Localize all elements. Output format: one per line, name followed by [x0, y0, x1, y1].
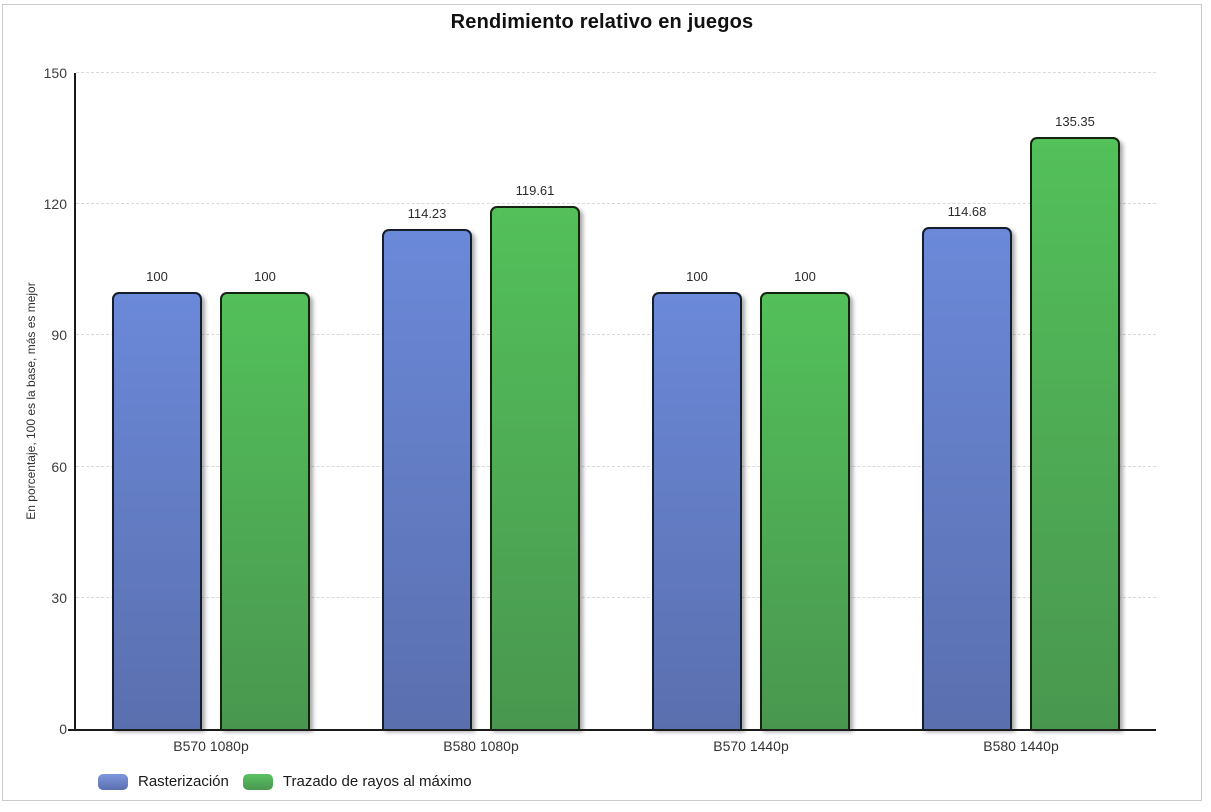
gridline: [76, 203, 1156, 205]
x-axis-line: [68, 729, 1156, 731]
bar-value-label: 100: [794, 268, 816, 284]
legend-swatch: [98, 773, 128, 790]
bar-trazado-de-rayos-al-máximo-b570-1440p: [760, 291, 850, 729]
gridline: [76, 465, 1156, 467]
gridline: [76, 596, 1156, 598]
bar-value-label: 119.61: [515, 182, 555, 198]
y-tick-label: 0: [59, 721, 67, 737]
chart-title: Rendimiento relativo en juegos: [450, 11, 754, 33]
bar-trazado-de-rayos-al-máximo-b580-1080p: [490, 205, 580, 729]
bar-rasterización-b570-1440p: [652, 291, 742, 729]
bar-value-label: 114.68: [947, 204, 987, 220]
y-tick-label: 30: [51, 589, 67, 606]
x-axis-labels: B570 1080p B580 1080p B570 1440p B580 1440p: [76, 738, 1156, 758]
y-tick-label: 150: [43, 65, 67, 81]
legend-item-trazado-de-rayos-al-máximo: Trazado de rayos al máximo: [242, 773, 472, 790]
bar-trazado-de-rayos-al-máximo-b580-1440p: [1030, 137, 1120, 729]
y-tick-label: 90: [51, 327, 67, 344]
bar-value-label: 100: [254, 268, 276, 284]
bar-rasterización-b570-1080p: [112, 291, 202, 729]
plot-area: 100 100 114.23 119.61 100 100 114.68 135.35: [68, 72, 1156, 731]
legend-swatch: [242, 773, 273, 790]
bar-rasterización-b580-1080p: [382, 229, 472, 729]
x-axis-label: B570 1440p: [713, 738, 789, 754]
y-tick-label: 120: [43, 196, 67, 213]
x-axis-label: B580 1080p: [443, 738, 519, 754]
legend: Rasterización Trazado de rayos al máximo: [98, 773, 472, 790]
gridline: [76, 334, 1156, 336]
bar-trazado-de-rayos-al-máximo-b570-1080p: [220, 291, 310, 729]
chart-frame: Rendimiento relativo en juegos En porcen…: [2, 4, 1202, 801]
bar-value-label: 100: [146, 268, 168, 284]
y-axis-line: [74, 73, 76, 731]
gridline: [76, 72, 1156, 73]
bar-rasterización-b580-1440p: [922, 227, 1012, 729]
y-axis-title: En porcentaje, 100 es la base, más es me…: [24, 282, 38, 520]
bar-value-label: 114.23: [407, 206, 447, 222]
x-axis-label: B580 1440p: [983, 738, 1059, 754]
legend-label: Trazado de rayos al máximo: [282, 773, 472, 790]
y-tick-label: 60: [51, 458, 67, 475]
bar-value-label: 100: [686, 268, 708, 284]
x-axis-label: B570 1080p: [173, 738, 249, 754]
legend-item-rasterización: Rasterización: [98, 773, 229, 790]
legend-label: Rasterización: [138, 773, 229, 790]
bar-value-label: 135.35: [1055, 114, 1095, 130]
